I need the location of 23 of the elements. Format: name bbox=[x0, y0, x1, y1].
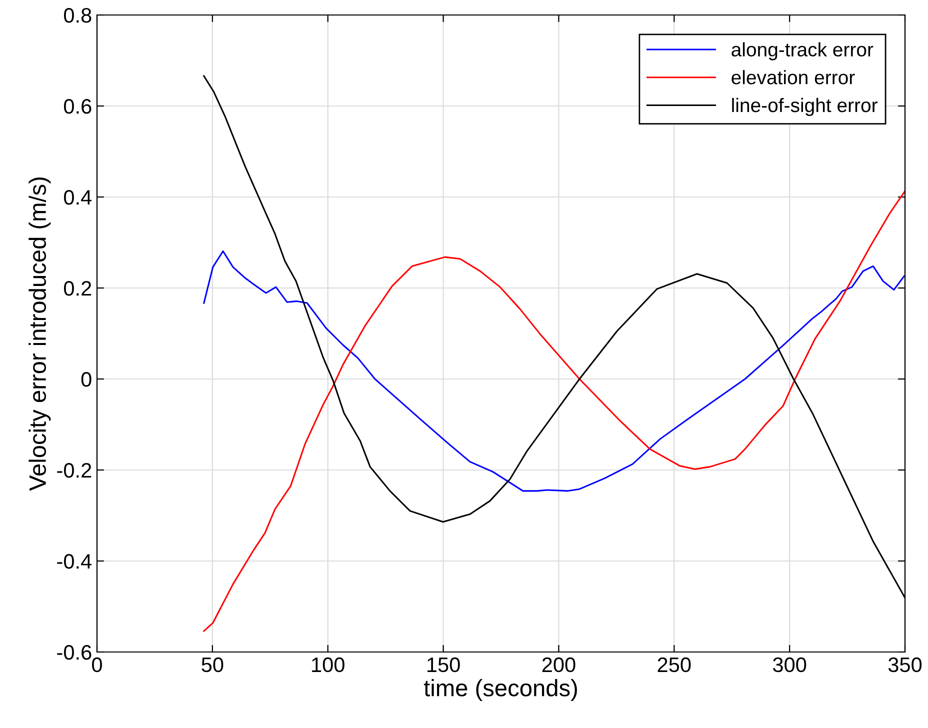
y-tick-label: 0.2 bbox=[64, 281, 92, 296]
x-axis-title: time (seconds) bbox=[424, 679, 577, 702]
y-axis-title: Velocity error introduced (m/s) bbox=[28, 177, 51, 491]
legend-label: elevation error bbox=[732, 70, 855, 84]
line-series bbox=[203, 250, 905, 492]
x-tick-label: 150 bbox=[427, 657, 460, 672]
x-tick-label: 100 bbox=[312, 657, 344, 672]
y-tick-label: 0.8 bbox=[64, 8, 92, 23]
y-tick-label: -0.2 bbox=[57, 463, 92, 478]
y-tick-label: -0.4 bbox=[57, 554, 92, 569]
line-series bbox=[203, 190, 905, 632]
y-tick-label: -0.6 bbox=[57, 645, 92, 660]
y-tick-label: 0 bbox=[81, 372, 92, 387]
y-tick-label: 0.6 bbox=[64, 99, 92, 114]
legend-label: line-of-sight error bbox=[732, 98, 878, 116]
x-tick-label: 200 bbox=[542, 657, 576, 672]
x-tick-label: 350 bbox=[888, 657, 922, 672]
x-tick-label: 0 bbox=[92, 657, 102, 672]
x-tick-label: 300 bbox=[772, 657, 806, 672]
y-tick-label: 0.4 bbox=[64, 190, 92, 205]
legend-label: along-track error bbox=[732, 42, 874, 60]
x-tick-label: 250 bbox=[658, 657, 691, 672]
x-tick-label: 50 bbox=[202, 657, 224, 672]
